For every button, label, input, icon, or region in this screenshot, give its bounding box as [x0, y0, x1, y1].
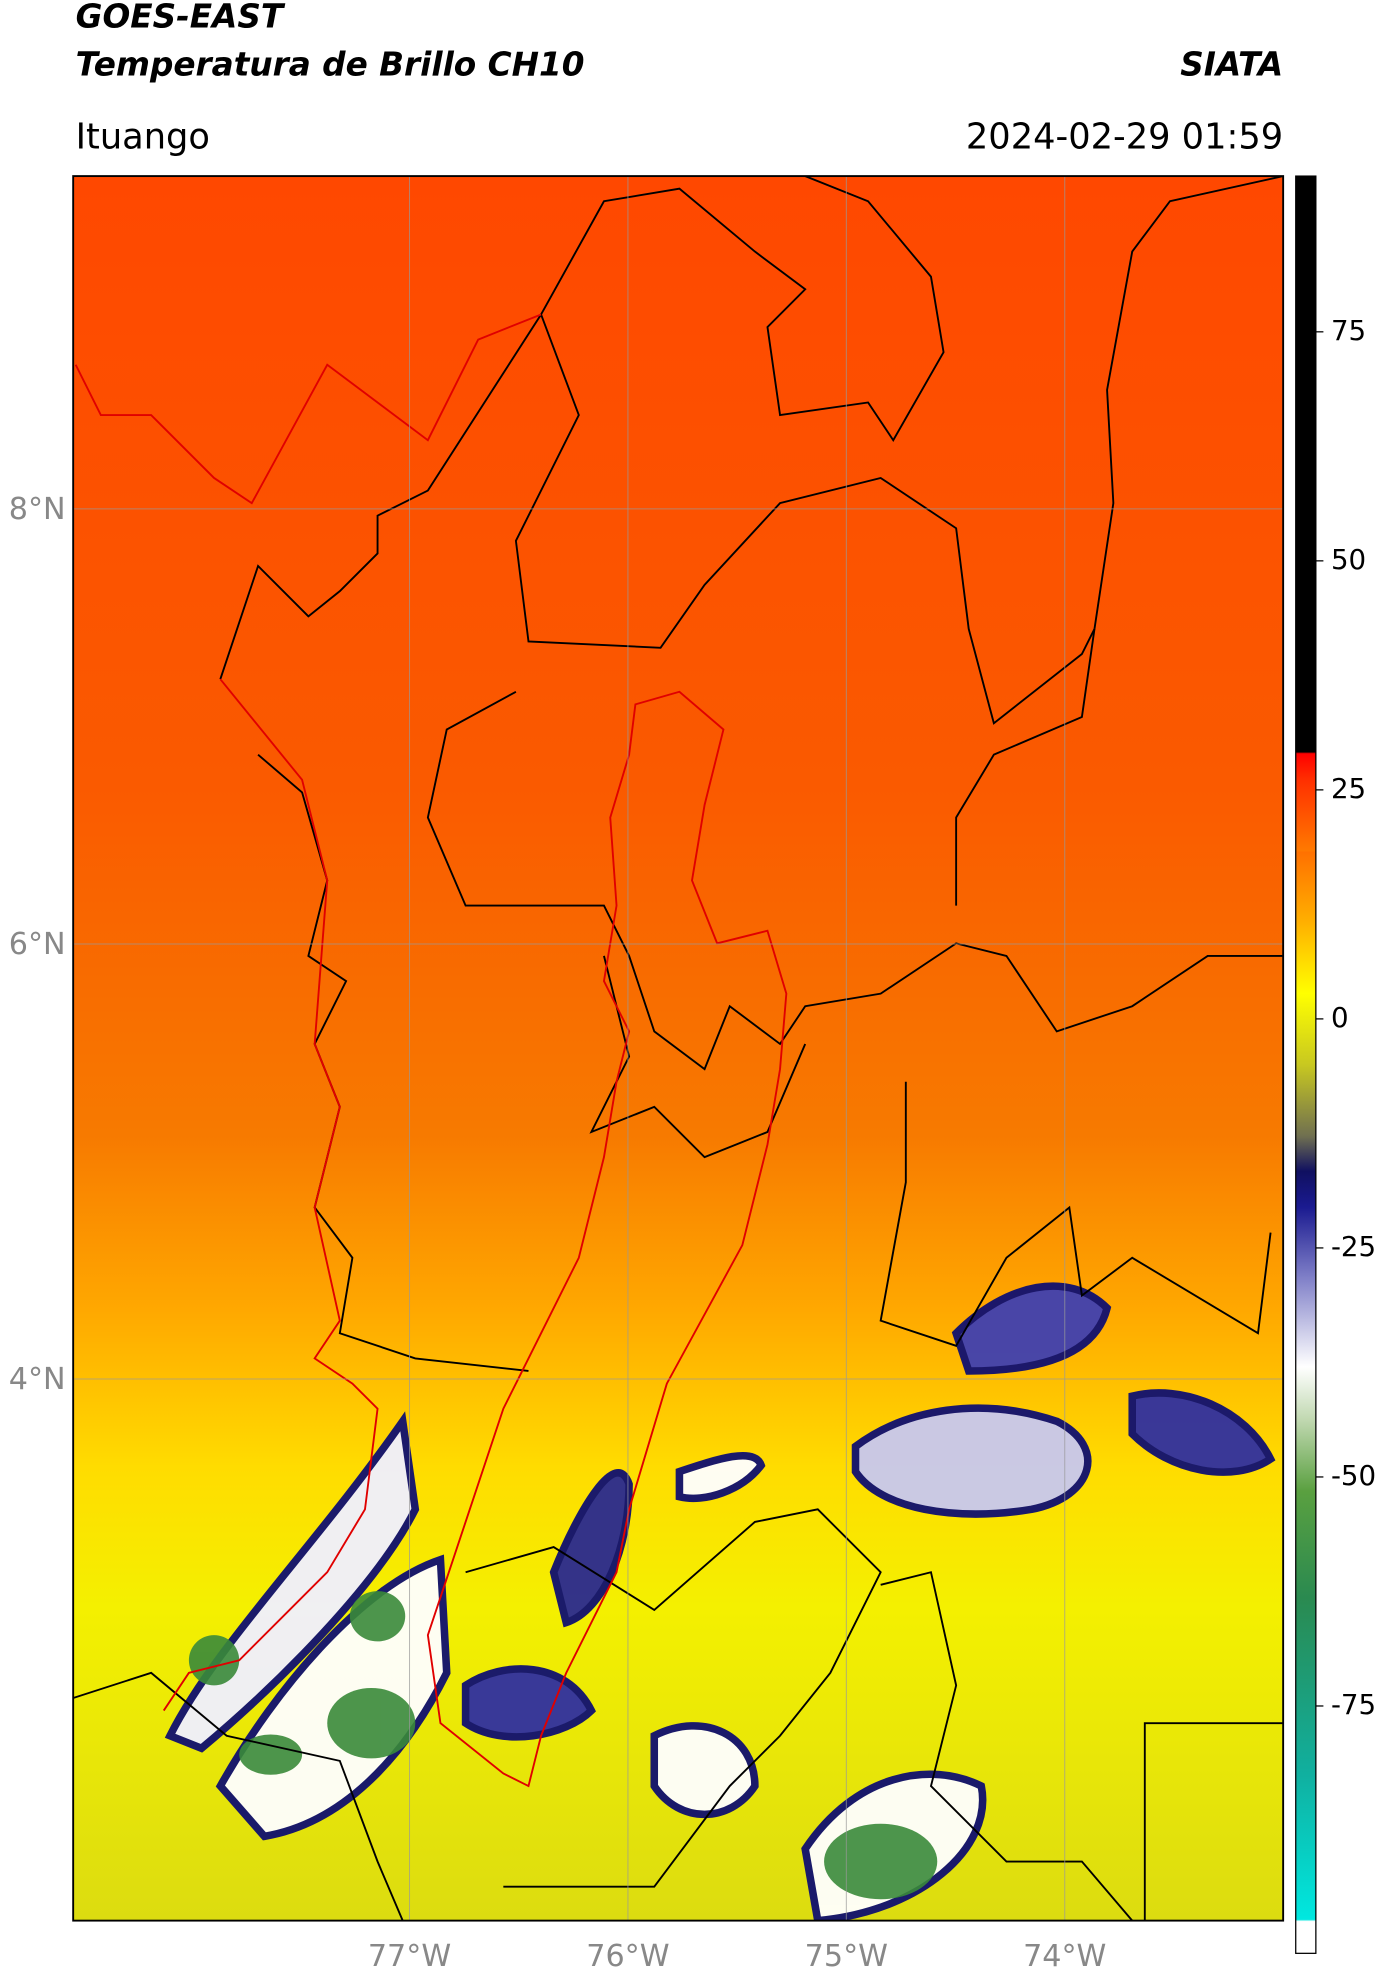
map-frame [72, 175, 1285, 1922]
grid [73, 176, 1284, 1921]
colorbar-tick-label: 50 [1331, 543, 1366, 576]
x-tick-label: 76°W [586, 1939, 669, 1974]
subtitle: Temperatura de Brillo CH10 [76, 45, 585, 83]
colorbar-tick-label: -25 [1331, 1230, 1376, 1263]
colorbar-tick-label: 75 [1331, 314, 1366, 347]
map-image [73, 176, 1284, 1921]
datetime: 2024-02-29 01:59 [966, 116, 1283, 157]
y-tick-label: 8°N [9, 492, 66, 527]
colorbar [1295, 175, 1317, 1954]
source: SIATA [1180, 45, 1283, 83]
colorbar-tick-label: -50 [1331, 1459, 1376, 1492]
x-tick-label: 77°W [368, 1939, 451, 1974]
location: Ituango [76, 116, 210, 157]
colorbar-tick-label: -75 [1331, 1688, 1376, 1721]
colorbar-tick-label: 25 [1331, 772, 1366, 805]
x-tick-label: 75°W [805, 1939, 888, 1974]
colorbar-tick-label: 0 [1331, 1001, 1349, 1034]
x-tick-label: 74°W [1023, 1939, 1106, 1974]
y-tick-label: 6°N [9, 927, 66, 962]
title: GOES-EAST [76, 0, 286, 36]
y-tick-label: 4°N [9, 1362, 66, 1397]
